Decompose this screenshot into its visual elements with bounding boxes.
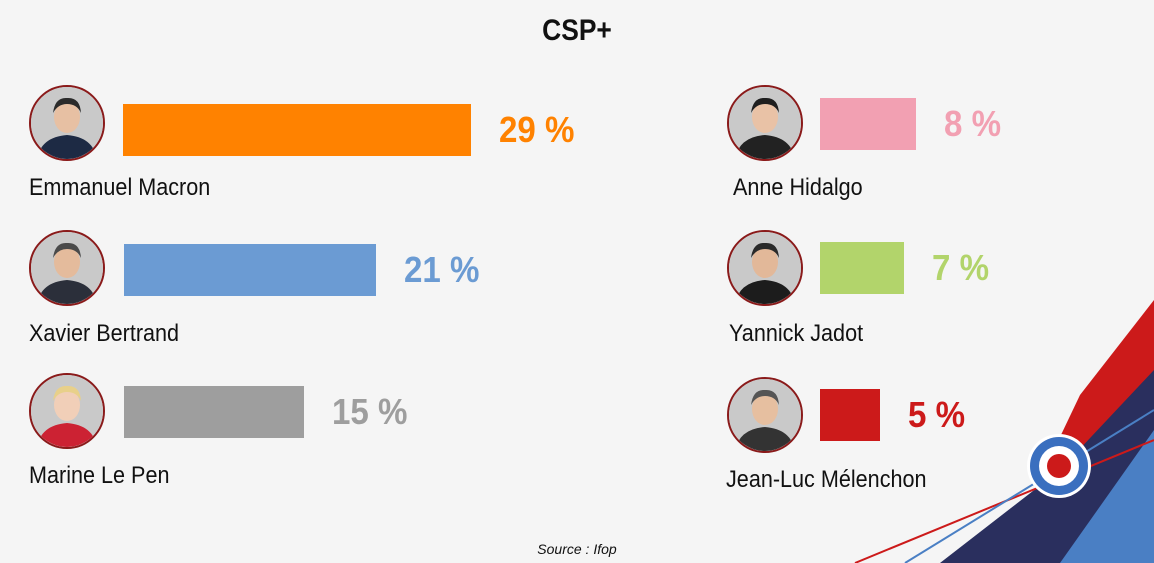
photo-anne-hidalgo xyxy=(727,85,803,161)
photo-yannick-jadot xyxy=(727,230,803,306)
value-label-yannick-jadot: 7 % xyxy=(932,247,990,288)
bar-emmanuel-macron xyxy=(123,104,471,156)
source-note: Source : Ifop xyxy=(537,541,617,557)
bar-marine-le-pen xyxy=(124,386,304,438)
bar-anne-hidalgo xyxy=(820,98,916,150)
photo-marine-le-pen xyxy=(29,373,105,449)
value-label-anne-hidalgo: 8 % xyxy=(944,103,1002,144)
value-label-xavier-bertrand: 21 % xyxy=(404,249,480,290)
category-label-jean-luc-melenchon: Jean-Luc Mélenchon xyxy=(726,466,927,493)
photo-jean-luc-melenchon xyxy=(727,377,803,453)
value-label-emmanuel-macron: 29 % xyxy=(499,109,575,150)
photo-emmanuel-macron xyxy=(29,85,105,161)
bar-xavier-bertrand xyxy=(124,244,376,296)
roundel-icon xyxy=(1027,434,1091,498)
photo-xavier-bertrand xyxy=(29,230,105,306)
chart-title: CSP+ xyxy=(542,14,612,47)
category-label-marine-le-pen: Marine Le Pen xyxy=(29,462,170,489)
value-label-jean-luc-melenchon: 5 % xyxy=(908,394,966,435)
bar-jean-luc-melenchon xyxy=(820,389,880,441)
category-label-yannick-jadot: Yannick Jadot xyxy=(729,320,864,347)
bar-yannick-jadot xyxy=(820,242,904,294)
value-label-marine-le-pen: 15 % xyxy=(332,391,408,432)
category-label-anne-hidalgo: Anne Hidalgo xyxy=(733,174,863,201)
category-label-emmanuel-macron: Emmanuel Macron xyxy=(29,174,211,201)
category-label-xavier-bertrand: Xavier Bertrand xyxy=(29,320,180,347)
